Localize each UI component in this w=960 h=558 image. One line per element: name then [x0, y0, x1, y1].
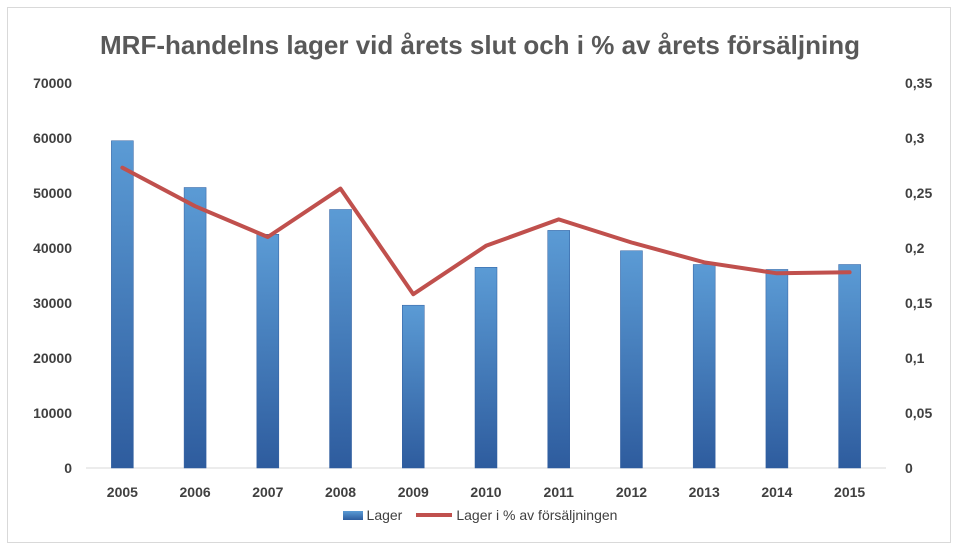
x-tick-label-2015: 2015: [834, 484, 865, 500]
bar-2013: [692, 264, 716, 469]
x-tick-label-2011: 2011: [544, 484, 575, 500]
y-right-tick-label: 0,05: [905, 405, 932, 421]
y-right-tick-label: 0,2: [905, 240, 925, 256]
legend-swatch-line: [416, 513, 453, 517]
x-tick-label-2012: 2012: [616, 484, 647, 500]
x-tick-label-2013: 2013: [689, 484, 720, 500]
y-left-tick-label: 40000: [33, 240, 72, 256]
x-tick-label-2009: 2009: [398, 484, 429, 500]
bar-2010: [474, 267, 498, 469]
bar-2012: [620, 250, 643, 469]
bar-2011: [547, 230, 570, 469]
bar-2009: [402, 304, 425, 469]
bar-2014: [765, 269, 789, 469]
x-tick-label-2010: 2010: [470, 484, 501, 500]
y-right-tick-label: 0,25: [905, 185, 932, 201]
bar-2008: [329, 209, 352, 469]
legend-label-lager: Lager: [366, 507, 403, 523]
legend: Lager Lager i % av försäljningen: [0, 507, 960, 523]
x-tick-label-2006: 2006: [180, 484, 211, 500]
x-tick-label-2014: 2014: [761, 484, 792, 500]
x-tick-label-2005: 2005: [107, 484, 138, 500]
legend-item-lager: Lager: [342, 507, 403, 523]
y-right-tick-label: 0,1: [905, 350, 925, 366]
chart-title: MRF-handelns lager vid årets slut och i …: [100, 30, 860, 60]
y-right-tick-label: 0,15: [905, 295, 932, 311]
bar-2015: [838, 264, 861, 469]
legend-item-percent: Lager i % av försäljningen: [416, 507, 617, 523]
legend-label-percent: Lager i % av försäljningen: [456, 507, 618, 523]
y-left-tick-label: 50000: [33, 185, 72, 201]
bar-2006: [183, 187, 207, 469]
y-left-tick-label: 0: [64, 460, 72, 476]
y-right-tick-label: 0,3: [905, 130, 925, 146]
y-left-tick-label: 70000: [33, 75, 72, 91]
x-tick-label-2007: 2007: [252, 484, 283, 500]
y-right-tick-label: 0,35: [905, 75, 932, 91]
series-line-percent: [120, 165, 852, 297]
bar-2005: [111, 140, 134, 469]
legend-swatch-bar: [342, 510, 363, 520]
x-tick-label-2008: 2008: [325, 484, 356, 500]
y-left-tick-label: 20000: [33, 350, 72, 366]
y-left-tick-label: 10000: [33, 405, 72, 421]
y-left-tick-label: 60000: [33, 130, 72, 146]
y-left-tick-label: 30000: [33, 295, 72, 311]
bar-2007: [256, 234, 280, 469]
y-right-tick-label: 0: [905, 460, 913, 476]
